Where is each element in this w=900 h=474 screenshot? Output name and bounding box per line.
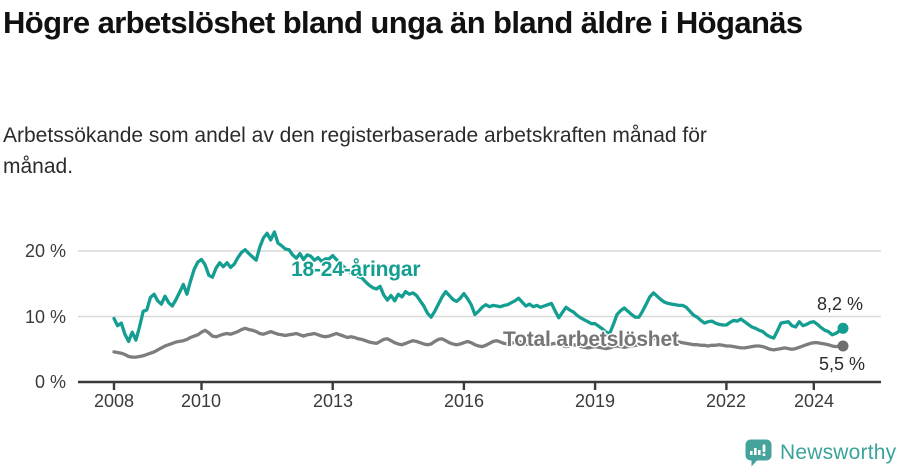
x-axis-label: 2013 bbox=[312, 391, 354, 411]
x-axis-label: 2019 bbox=[574, 391, 616, 411]
x-axis-label: 2010 bbox=[180, 391, 222, 411]
series-lines bbox=[112, 230, 845, 359]
end-dot bbox=[837, 322, 849, 334]
gridlines bbox=[78, 250, 881, 318]
end-value-youth: 8,2 % bbox=[817, 294, 864, 314]
x-axis-label: 2008 bbox=[93, 391, 135, 411]
newsworthy-icon bbox=[745, 439, 772, 467]
x-axis-label: 2022 bbox=[705, 391, 747, 411]
line-total bbox=[112, 326, 845, 359]
newsworthy-logo[interactable]: Newsworthy bbox=[744, 438, 896, 468]
end-value-total: 5,5 % bbox=[819, 354, 866, 374]
line-youth bbox=[112, 230, 845, 344]
chart-title: Högre arbetslöshet bland unga än bland ä… bbox=[3, 5, 803, 40]
newsworthy-wordmark: Newsworthy bbox=[780, 441, 897, 464]
x-axis-label: 2024 bbox=[793, 391, 835, 411]
y-axis-label: 0 % bbox=[34, 372, 66, 392]
x-axis bbox=[78, 380, 881, 390]
series-label-total: Total arbetslöshet bbox=[503, 328, 679, 351]
chart-subtitle: Arbetssökande som andel av den registerb… bbox=[3, 124, 707, 178]
series-label-youth: 18-24-åringar bbox=[291, 258, 421, 281]
end-dot bbox=[837, 340, 849, 352]
x-axis-label: 2016 bbox=[443, 391, 485, 411]
y-axis-label: 20 % bbox=[24, 241, 66, 261]
series-end-dots bbox=[837, 322, 849, 352]
y-axis-label: 10 % bbox=[24, 307, 66, 327]
